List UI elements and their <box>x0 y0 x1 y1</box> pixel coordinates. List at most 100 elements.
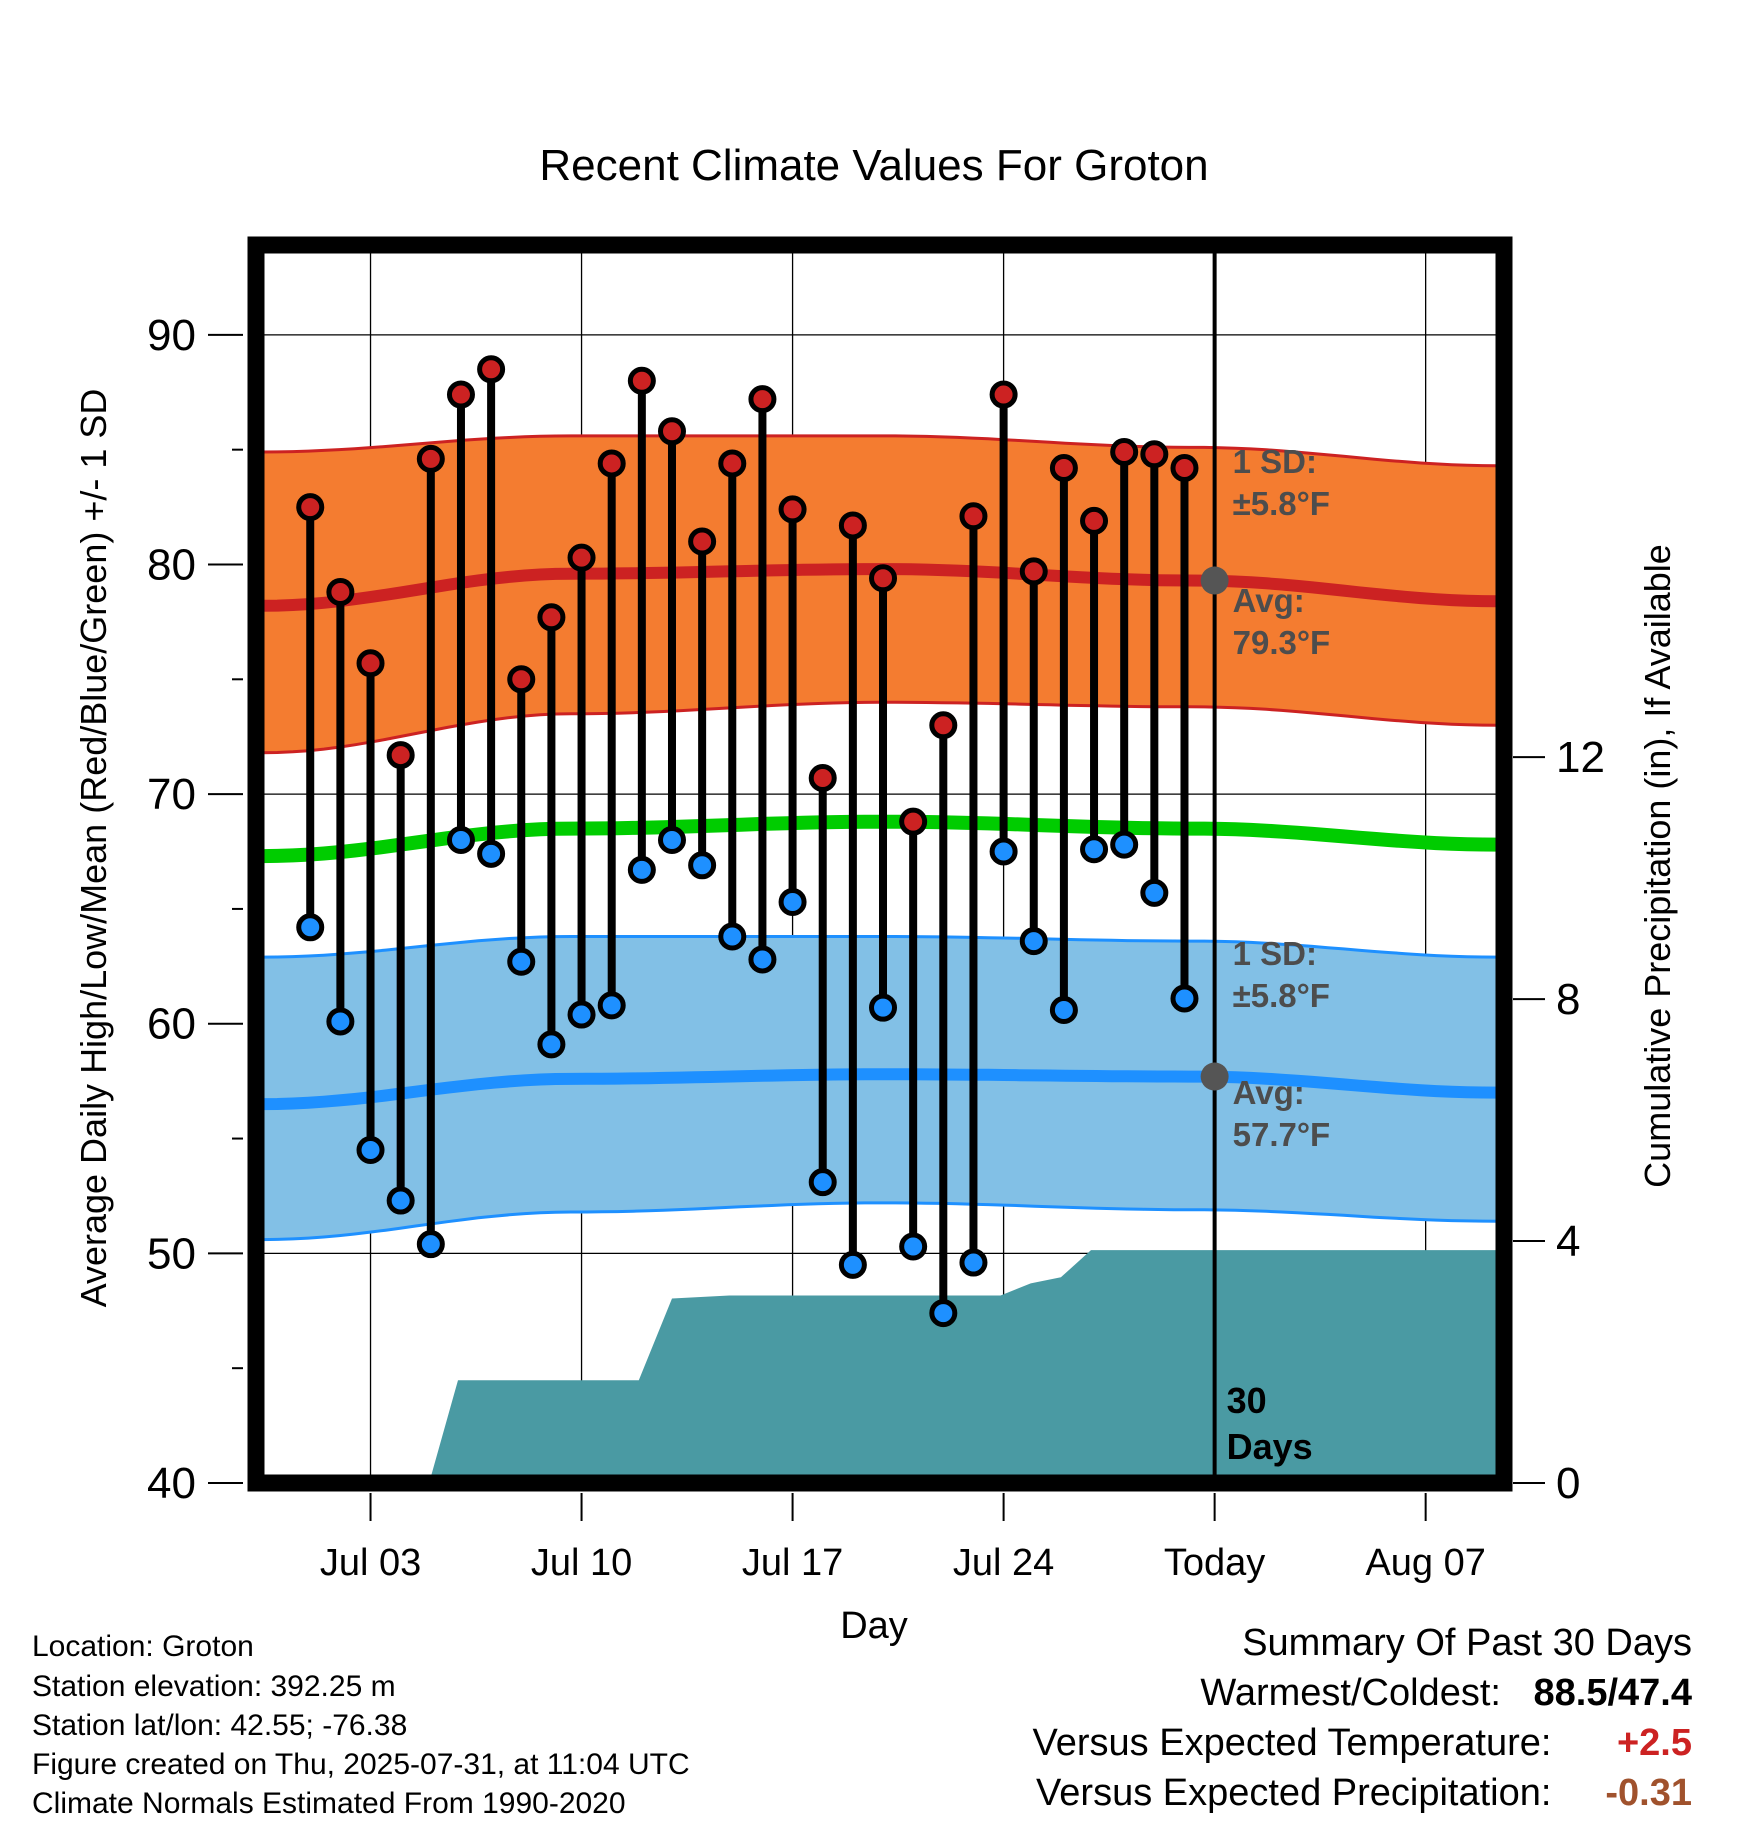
daily-low-point <box>718 922 747 951</box>
temp-vs-expected-value: +2.5 <box>1616 1722 1692 1764</box>
daily-high-point <box>718 449 747 478</box>
y-tick-label: 50 <box>147 1229 196 1278</box>
day-range <box>1140 440 1169 907</box>
y-tick-label: 90 <box>147 311 196 360</box>
daily-high-point <box>356 649 385 678</box>
daily-low-point <box>929 1299 958 1328</box>
day-range <box>899 807 928 1261</box>
daily-low-point <box>326 1007 355 1036</box>
x-tick-label: Jul 03 <box>320 1542 421 1584</box>
daily-low-point <box>869 993 898 1022</box>
daily-low-point <box>959 1248 988 1277</box>
low-sd-label: 1 SD: <box>1233 935 1317 972</box>
low-avg-line <box>262 1068 1498 1111</box>
day-range <box>869 564 898 1022</box>
daily-low-point <box>1170 984 1199 1013</box>
daily-low-point <box>627 855 656 884</box>
daily-low-point <box>899 1232 928 1261</box>
daily-high-point <box>869 564 898 593</box>
daily-high-point <box>597 449 626 478</box>
daily-high-point <box>778 495 807 524</box>
daily-high-point <box>477 355 506 384</box>
daily-high-point <box>989 380 1018 409</box>
daily-low-point <box>989 837 1018 866</box>
precip-vs-expected-label: Versus Expected Precipitation: <box>1036 1772 1552 1814</box>
daily-high-point <box>748 385 777 414</box>
day-range <box>748 385 777 974</box>
x-axis-label: Day <box>840 1605 908 1647</box>
warmest-coldest-label: Warmest/Coldest: <box>1200 1672 1501 1714</box>
y-tick-label: 80 <box>147 540 196 589</box>
day-range <box>718 449 747 951</box>
high-upper-line <box>262 434 1498 468</box>
today-low-avg-marker <box>1200 1062 1229 1091</box>
today-days-label: 30 Days <box>1227 1380 1313 1467</box>
day-range <box>929 711 958 1328</box>
daily-low-point <box>597 991 626 1020</box>
daily-low-point <box>838 1250 867 1279</box>
daily-low-point <box>386 1186 415 1215</box>
y2-tick-label: 8 <box>1556 975 1580 1024</box>
daily-low-point <box>657 826 686 855</box>
y-tick-label: 70 <box>147 770 196 819</box>
precip-vs-expected-value: -0.31 <box>1605 1772 1692 1814</box>
daily-low-point <box>688 851 717 880</box>
day-range <box>507 665 536 976</box>
day-range <box>567 543 596 1029</box>
day-range <box>989 380 1018 866</box>
daily-high-point <box>1110 437 1139 466</box>
plot-interior: 1 SD: ±5.8°F Avg: 79.3°F 1 SD: ±5.8°F Avg: 57.7… <box>262 243 1498 1483</box>
footer-latlon: Station lat/lon: 42.55; -76.38 <box>32 1709 408 1742</box>
day-range <box>597 449 626 1020</box>
daily-high-point <box>386 741 415 770</box>
today-high-avg-marker <box>1200 566 1229 595</box>
warmest-coldest-value: 88.5/47.4 <box>1533 1672 1692 1714</box>
daily-high-point <box>959 502 988 531</box>
daily-high-point <box>1170 454 1199 483</box>
daily-low-point <box>446 826 475 855</box>
daily-low-point <box>1110 830 1139 859</box>
high-sd-label: ±5.8°F <box>1233 485 1330 522</box>
precip-area <box>262 1250 1498 1483</box>
y-axis-label: Average Daily High/Low/Mean (Red/Blue/Gr… <box>73 389 114 1308</box>
daily-low-point <box>1049 995 1078 1024</box>
day-range <box>778 495 807 917</box>
x-tick-label: Jul 10 <box>531 1542 632 1584</box>
day-range <box>1019 557 1048 956</box>
daily-high-point <box>899 807 928 836</box>
day-range <box>959 502 988 1277</box>
y2-axis-label: Cumulative Precipitation (in), If Availa… <box>1637 544 1678 1188</box>
temp-vs-expected-label: Versus Expected Temperature: <box>1032 1722 1552 1764</box>
day-range <box>416 444 445 1259</box>
footer-elevation: Station elevation: 392.25 m <box>32 1670 396 1703</box>
low-lower-line <box>262 1201 1498 1242</box>
y-tick-label: 60 <box>147 1000 196 1049</box>
daily-low-point <box>1019 927 1048 956</box>
day-range <box>326 578 355 1036</box>
chart-title: Recent Climate Values For Groton <box>539 141 1208 190</box>
summary-warmest-coldest: Warmest/Coldest: 88.5/47.4 <box>1200 1672 1692 1715</box>
plot-frame <box>247 236 1513 1492</box>
daily-low-point <box>477 839 506 868</box>
daily-high-point <box>296 493 325 522</box>
daily-low-point <box>416 1230 445 1259</box>
daily-high-point <box>416 444 445 473</box>
daily-low-point <box>778 888 807 917</box>
y2-tick-label: 4 <box>1556 1217 1580 1266</box>
day-range <box>1170 454 1199 1013</box>
daily-high-point <box>326 578 355 607</box>
daily-high-point <box>838 511 867 540</box>
x-tick-label: Jul 17 <box>742 1542 843 1584</box>
day-range <box>477 355 506 868</box>
daily-high-point <box>657 417 686 446</box>
daily-low-point <box>537 1030 566 1059</box>
daily-low-point <box>296 913 325 942</box>
day-range <box>1049 454 1078 1024</box>
summary-temperature: Versus Expected Temperature: +2.5 <box>1033 1722 1692 1765</box>
daily-high-point <box>688 527 717 556</box>
daily-high-point <box>1019 557 1048 586</box>
summary-title: Summary Of Past 30 Days <box>1242 1622 1692 1664</box>
daily-low-point <box>1140 878 1169 907</box>
daily-high-point <box>446 380 475 409</box>
